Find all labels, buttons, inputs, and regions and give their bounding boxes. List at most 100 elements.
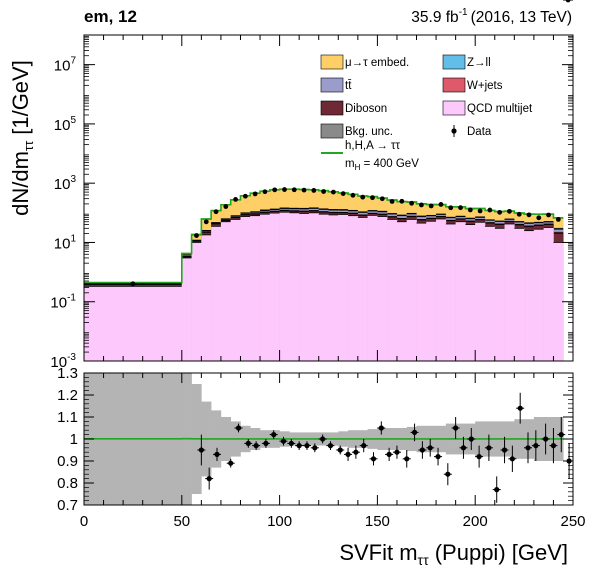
ratio-point	[235, 425, 242, 431]
ratio-point	[296, 443, 302, 449]
stack-bin-qcd	[220, 221, 231, 361]
lumi-label: 35.9 fb-1 (2016, 13 TeV)	[411, 7, 572, 26]
x-axis-title-rest: (Puppi) [GeV]	[429, 540, 568, 565]
stack-bin-qcd	[328, 214, 339, 361]
ratio-point	[404, 456, 410, 462]
stack-bin-qcd	[279, 212, 290, 361]
ratio-point	[453, 425, 459, 431]
stack-bin-qcd	[387, 219, 398, 361]
stack-bin-qcd	[211, 226, 222, 361]
legend-label-data: Data	[467, 126, 492, 138]
ratio-point	[486, 445, 492, 451]
ratio-point	[304, 443, 310, 449]
stack-bin-qcd	[484, 226, 496, 361]
ratio-point	[476, 454, 482, 460]
lower-y-tick-label: 1.2	[57, 387, 78, 404]
legend-swatch-unc	[320, 123, 344, 139]
legend-signal-mass-sub: H	[355, 163, 361, 172]
data-point	[419, 202, 424, 208]
stack-bin-qcd	[406, 219, 417, 361]
upper-stack	[84, 0, 573, 361]
data-point	[546, 212, 551, 218]
data-point	[379, 196, 385, 202]
stack-bin-qcd	[308, 212, 320, 361]
stack-bin-qcd	[445, 223, 456, 361]
stack-bin-qcd	[494, 228, 505, 361]
lower-y-tick-label: 1	[70, 431, 78, 448]
ratio-point	[253, 443, 259, 449]
ratio-point	[550, 443, 557, 449]
ratio-point	[198, 447, 204, 453]
data-point	[516, 211, 522, 217]
stack-bin-qcd	[533, 229, 544, 361]
upper-y-tick-label: 107	[54, 56, 77, 75]
stack-bin-qcd	[348, 215, 359, 361]
ratio-point	[327, 443, 334, 449]
channel-label: em, 12	[84, 7, 137, 26]
legend-swatch-wjets	[442, 77, 466, 93]
data-point	[223, 204, 229, 209]
upper-y-tick-exponent: 5	[70, 115, 76, 126]
ratio-point	[361, 443, 367, 449]
ratio-point	[468, 436, 474, 442]
lower-y-tick-label: 0.8	[57, 475, 78, 492]
ratio-point	[494, 487, 500, 493]
upper-y-tick-base: 10	[54, 176, 71, 193]
stack-bin-qcd	[299, 213, 310, 361]
lower-axis-ticks: 0.7 0.8 0.9 1 1.1 1.2 1.3 0 50 100 150 200 250	[57, 365, 585, 530]
stack-bin-qcd	[465, 224, 476, 361]
ratio-point	[370, 456, 377, 462]
upper-y-axis-title-unit: [1/GeV]	[8, 60, 33, 135]
ratio-data-points	[197, 392, 574, 503]
data-point	[448, 205, 454, 211]
stack-bin-qcd	[289, 212, 300, 361]
stack-bin-qcd	[230, 219, 241, 361]
data-point	[487, 207, 493, 213]
ratio-point	[427, 445, 433, 451]
x-tick-label: 150	[365, 513, 390, 530]
upper-y-tick-label: 10-3	[50, 352, 76, 371]
stack-bin-qcd	[426, 221, 437, 361]
upper-frame	[83, 34, 574, 362]
x-axis-title: SVFit mττ (Puppi) [GeV]	[339, 540, 568, 568]
ratio-point	[543, 436, 549, 442]
ratio-point	[445, 471, 451, 477]
data-point	[130, 281, 136, 287]
ratio-point	[245, 440, 251, 446]
x-axis-title-main: SVFit m	[339, 540, 417, 565]
ratio-point	[509, 456, 515, 462]
legend-label-zll: Z→ll	[467, 57, 491, 69]
data-point	[526, 212, 532, 218]
stack-bin-qcd	[201, 234, 212, 361]
stack-bin-qcd	[338, 214, 349, 361]
stack-bin-qcd	[543, 227, 554, 361]
legend-signal-mass-value: = 400 GeV	[360, 158, 419, 170]
ratio-point	[263, 440, 269, 446]
data-point	[252, 191, 258, 197]
data-point	[262, 189, 268, 195]
lower-y-tick-label: 0.9	[57, 453, 78, 470]
data-point	[194, 233, 199, 238]
lower-y-tick-label: 1.1	[57, 409, 78, 426]
data-point	[311, 188, 317, 193]
legend-label-ttbar: tt̄	[345, 80, 352, 92]
stack-bin-qcd	[367, 215, 378, 361]
lower-y-tick-label: 1.3	[57, 365, 78, 382]
upper-y-tick-base: 10	[50, 354, 67, 371]
upper-y-tick-base: 10	[54, 117, 71, 134]
data-point	[321, 189, 327, 194]
stack-bin-qcd	[260, 214, 271, 361]
stack-bin-qcd	[524, 230, 535, 361]
legend-swatch-zll	[442, 54, 466, 70]
stack-bin-qcd	[250, 215, 261, 361]
stack-bin-qcd	[269, 213, 280, 361]
upper-y-tick-base: 10	[54, 235, 71, 252]
ratio-point	[280, 438, 287, 444]
ratio-point	[345, 451, 351, 457]
upper-y-tick-exponent: -1	[67, 293, 76, 304]
data-point	[458, 205, 463, 211]
upper-y-tick-exponent: 7	[70, 56, 76, 67]
legend-signal-mass: mH = 400 GeV	[345, 158, 419, 172]
legend-swatch-ttbar	[320, 77, 344, 93]
